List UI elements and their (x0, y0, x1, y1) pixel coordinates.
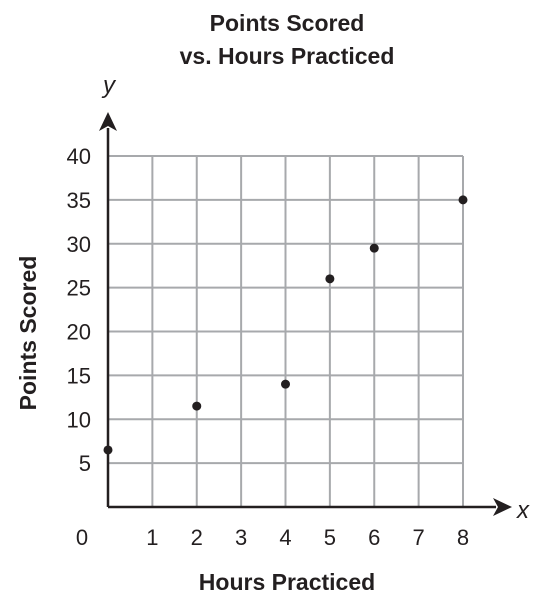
data-point (369, 243, 379, 253)
grid (108, 155, 464, 507)
y-tick-label: 35 (67, 188, 91, 213)
y-tick-label: 25 (67, 276, 91, 301)
x-tick-label: 2 (191, 525, 203, 550)
y-tick-label: 5 (79, 451, 91, 476)
chart-title-line1: Points Scored (210, 10, 365, 36)
x-variable-label: x (516, 497, 530, 524)
x-tick-label: 1 (146, 525, 158, 550)
y-tick-label: 15 (67, 363, 91, 388)
data-point (281, 379, 290, 389)
y-axis-arrow-icon (99, 112, 117, 131)
x-tick-label: 5 (324, 525, 336, 550)
y-tick-label: 20 (67, 320, 91, 345)
y-tick-label: 40 (67, 144, 91, 169)
x-tick-label: 7 (413, 525, 425, 550)
x-axis-title: Hours Practiced (199, 569, 375, 595)
data-points (103, 195, 468, 455)
data-point (103, 445, 113, 455)
x-tick-label: 8 (457, 525, 469, 550)
y-tick-label: 30 (67, 232, 91, 257)
x-axis-arrow-icon (493, 498, 512, 516)
axes (99, 112, 512, 516)
data-point (192, 401, 202, 411)
y-variable-label: y (101, 72, 117, 99)
x-tick-label: 3 (235, 525, 247, 550)
y-axis-title: Points Scored (15, 256, 41, 411)
tick-labels: 1 2 3 4 5 6 7 8 5 10 15 20 25 30 35 40 (67, 144, 470, 550)
x-tick-label: 6 (368, 525, 380, 550)
chart-title-line2: vs. Hours Practiced (180, 43, 395, 69)
data-point (325, 274, 335, 284)
y-tick-label: 10 (67, 407, 91, 432)
origin-label: 0 (76, 525, 88, 550)
data-point (458, 195, 468, 205)
x-tick-label: 4 (279, 525, 291, 550)
